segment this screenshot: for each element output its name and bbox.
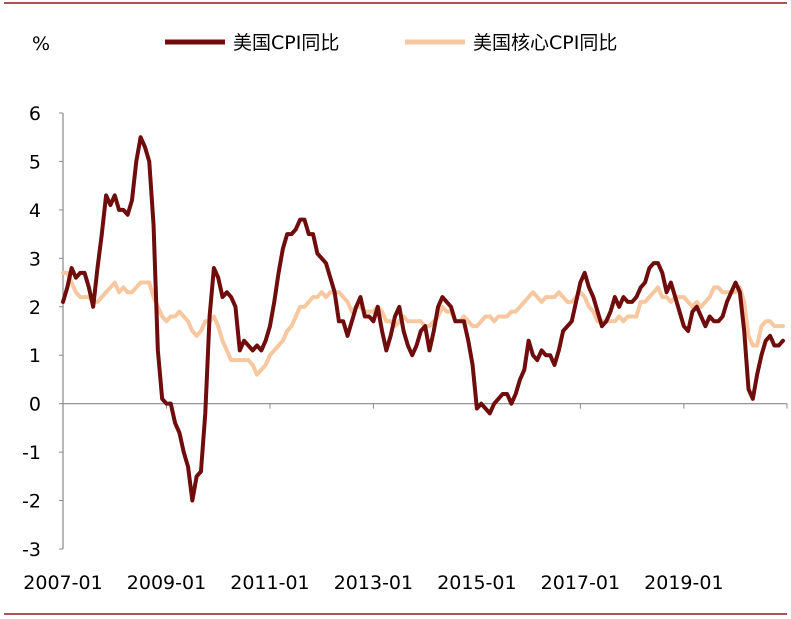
y-tick-label: -1 — [22, 442, 41, 464]
series-line-core-cpi — [61, 270, 785, 377]
x-tick-label: 2009-01 — [127, 572, 206, 594]
x-tick-label: 2017-01 — [541, 572, 620, 594]
y-tick-label: 3 — [29, 248, 41, 270]
axes: -3 -2 -1 0 1 2 3 4 5 6 2007-01 2009-01 2011-01 2013-0… — [22, 103, 788, 594]
x-tick-label: 2013-01 — [334, 572, 413, 594]
x-tick-label: 2015-01 — [437, 572, 516, 594]
series-layer — [61, 135, 785, 503]
y-tick-label: 4 — [29, 200, 41, 222]
y-tick-label: 6 — [29, 103, 41, 125]
unit-label: % — [32, 33, 50, 55]
x-tick-label: 2019-01 — [644, 572, 723, 594]
y-tick-label: -2 — [22, 491, 41, 513]
y-tick-label: 1 — [29, 345, 41, 367]
legend-label-cpi: 美国CPI同比 — [233, 32, 339, 54]
legend-label-core-cpi: 美国核心CPI同比 — [473, 32, 617, 54]
y-tick-label: -3 — [22, 539, 41, 561]
x-tick-label: 2011-01 — [230, 572, 309, 594]
y-tick-label: 0 — [29, 394, 41, 416]
legend: 美国CPI同比 美国核心CPI同比 — [165, 32, 617, 54]
y-tick-label: 2 — [29, 297, 41, 319]
y-tick-label: 5 — [29, 151, 41, 173]
series-line-cpi — [61, 135, 785, 503]
x-tick-label: 2007-01 — [23, 572, 102, 594]
